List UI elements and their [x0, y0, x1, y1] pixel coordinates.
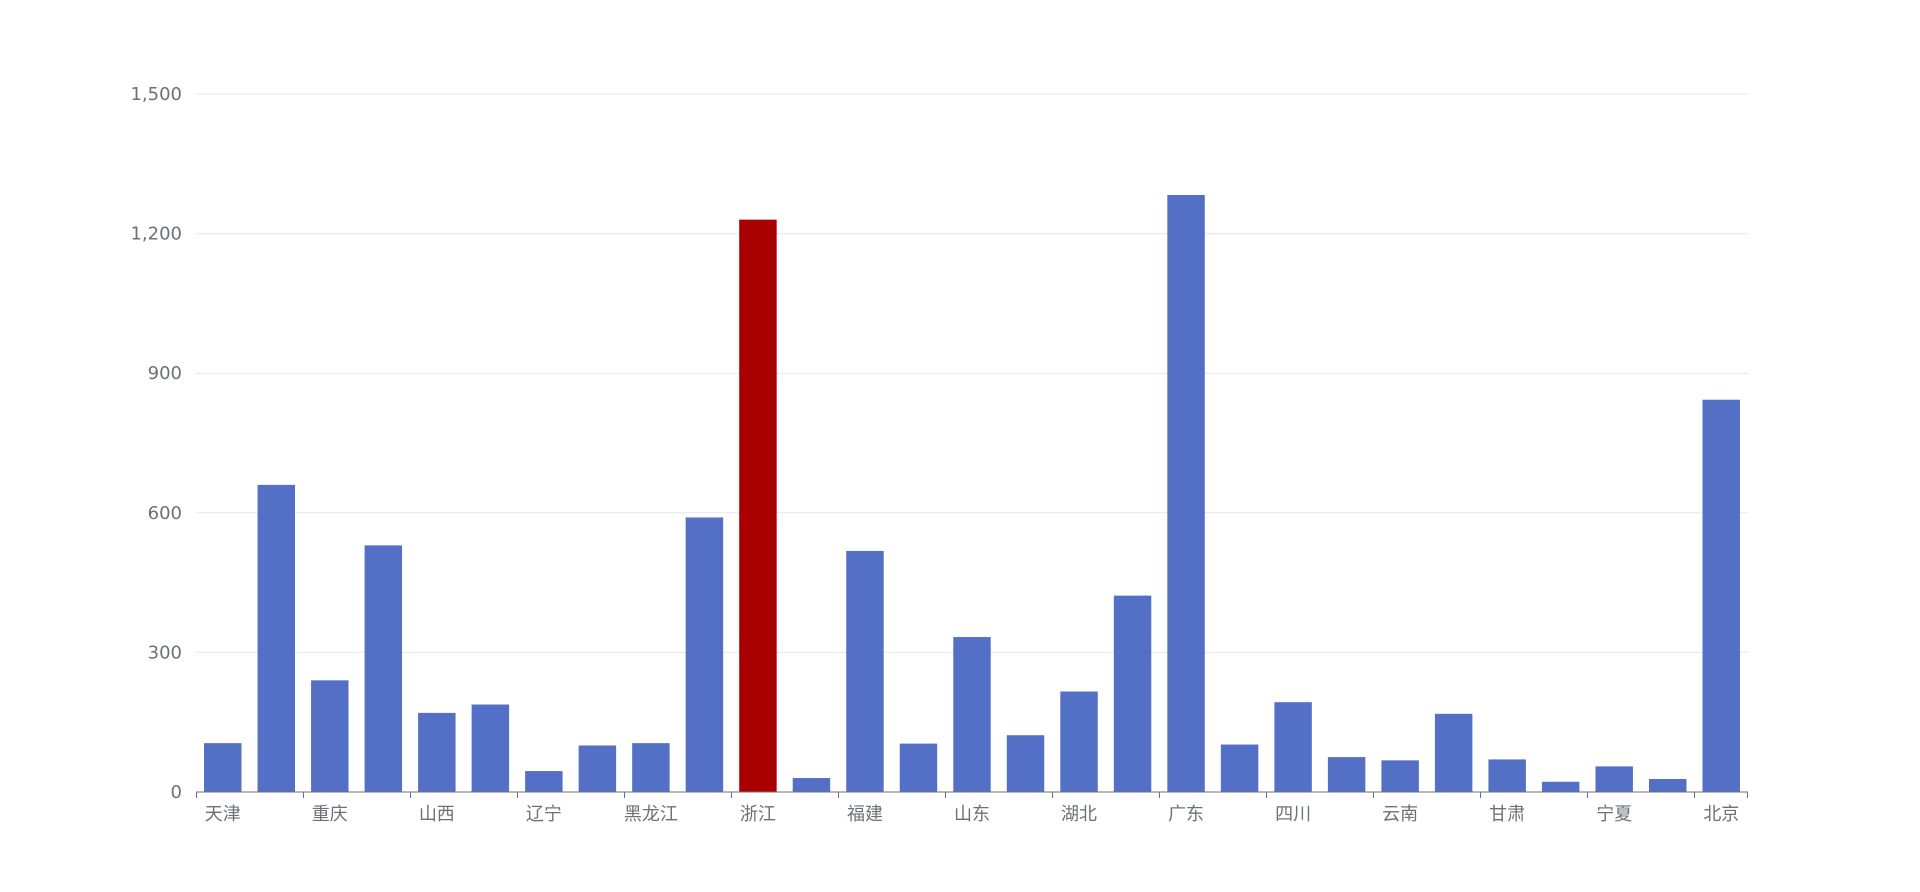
- x-tick-label: 浙江: [740, 804, 776, 825]
- x-tick-label: 湖北: [1061, 804, 1097, 825]
- y-tick-label: 0: [171, 782, 182, 803]
- bar[interactable]: [1595, 766, 1633, 792]
- bar[interactable]: [1381, 760, 1419, 792]
- bar[interactable]: [1060, 691, 1098, 792]
- bar[interactable]: [525, 771, 563, 792]
- y-tick-label: 600: [148, 503, 182, 524]
- x-tick-label: 天津: [205, 804, 241, 825]
- x-tick-label: 山东: [954, 804, 990, 825]
- x-tick-label: 北京: [1703, 804, 1739, 825]
- y-tick-label: 300: [148, 642, 182, 663]
- grid-lines: [196, 93, 1748, 653]
- x-tick-label: 福建: [847, 804, 883, 825]
- x-tick-label: 广东: [1168, 804, 1204, 825]
- bar[interactable]: [1488, 759, 1526, 792]
- bar[interactable]: [632, 743, 670, 792]
- bar[interactable]: [1648, 778, 1687, 792]
- bar[interactable]: [257, 484, 296, 792]
- bar[interactable]: [204, 743, 242, 792]
- bar[interactable]: [578, 745, 617, 792]
- y-tick-label: 1,500: [130, 84, 182, 105]
- bar[interactable]: [1702, 399, 1740, 792]
- bar[interactable]: [1113, 595, 1152, 792]
- x-tick-label: 甘肃: [1489, 804, 1525, 825]
- y-tick-label: 1,200: [130, 224, 182, 245]
- bar[interactable]: [1274, 702, 1312, 792]
- bar[interactable]: [471, 704, 510, 792]
- bar[interactable]: [364, 545, 403, 792]
- bar[interactable]: [418, 712, 456, 792]
- x-tick-label: 宁夏: [1596, 804, 1632, 825]
- x-axis: 天津 重庆 山西 辽宁 黑龙江 浙江 福建 山东 湖北 广东 四川 云南 甘肃 宁夏 北京: [196, 791, 1748, 825]
- y-axis: 0 300 600 900 1,200 1,500: [130, 84, 182, 803]
- x-tick-label: 重庆: [312, 804, 348, 825]
- x-tick-label: 云南: [1382, 804, 1418, 825]
- bar[interactable]: [953, 637, 991, 792]
- bar[interactable]: [311, 680, 349, 792]
- bar[interactable]: [1434, 713, 1473, 792]
- bar[interactable]: [1541, 781, 1580, 792]
- y-tick-label: 900: [148, 363, 182, 384]
- x-tick-label: 辽宁: [526, 804, 562, 825]
- bar[interactable]: [899, 743, 938, 792]
- bar[interactable]: [685, 517, 724, 792]
- bar[interactable]: [846, 550, 884, 792]
- bar[interactable]: [1327, 757, 1366, 792]
- bar[interactable]: [792, 778, 831, 792]
- bar[interactable]: [1220, 744, 1259, 792]
- bar[interactable]: [1167, 194, 1205, 792]
- x-tick-label: 山西: [419, 804, 455, 825]
- x-tick-label: 黑龙江: [624, 804, 678, 825]
- bar[interactable]: [739, 219, 777, 792]
- bar-series: [204, 194, 1740, 792]
- x-tick-label: 四川: [1275, 804, 1311, 825]
- bar[interactable]: [1006, 735, 1045, 792]
